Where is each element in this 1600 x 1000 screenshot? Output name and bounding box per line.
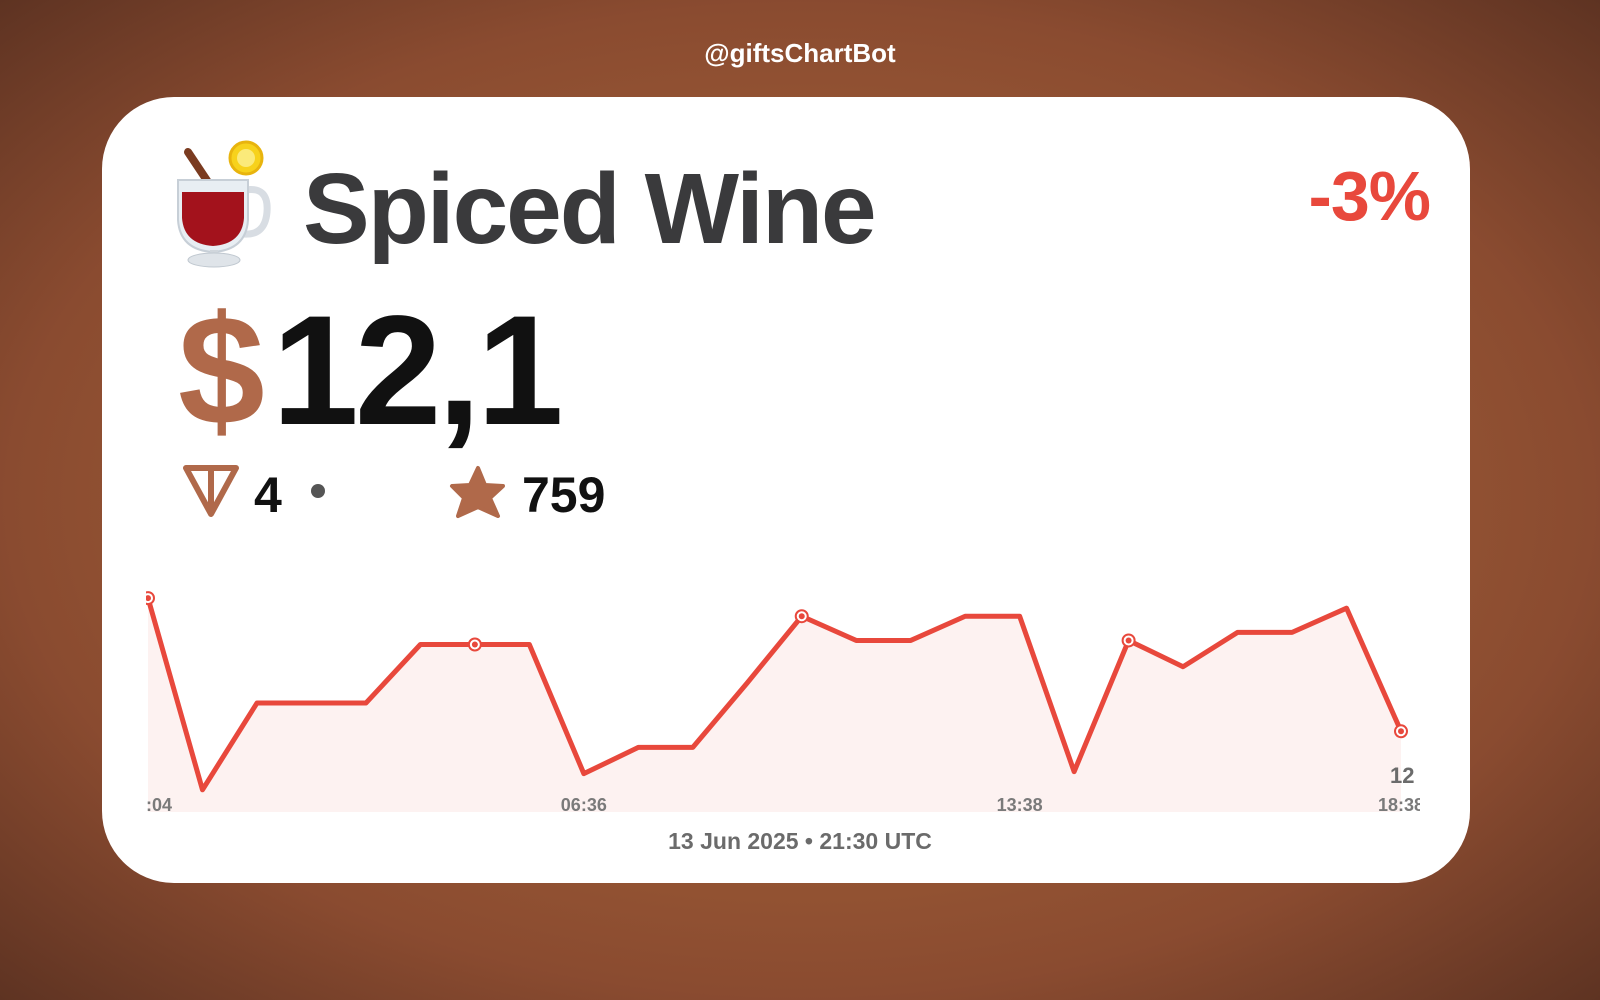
point-dot (1125, 637, 1132, 644)
price-change: -3% (1308, 157, 1431, 235)
point-dot (471, 641, 478, 648)
area (148, 598, 1401, 812)
x-tick-label: 06:36 (561, 795, 607, 815)
stars-price: 759 (522, 467, 606, 523)
x-tick-label: 18:38 (1378, 795, 1424, 815)
wine-icon (177, 140, 271, 268)
point-dot (1398, 728, 1404, 735)
x-tick-label: 13:38 (997, 795, 1043, 815)
line (146, 597, 1404, 793)
dot (311, 484, 325, 498)
plot: :04 06:36 13:38 18:38 12 (146, 591, 1424, 815)
point-dot (146, 595, 151, 602)
date: 13 Jun 2025 • 21:30 UTC (668, 828, 932, 854)
bot-name: @giftsChartBot (704, 38, 896, 68)
currency: $ (178, 284, 265, 458)
star-icon (450, 466, 505, 518)
ton-price: 4 (254, 467, 282, 523)
point-dot (798, 613, 805, 620)
x-tick-label: :04 (146, 795, 172, 815)
price: 12,1 (272, 284, 564, 458)
gift-name: Spiced Wine (303, 153, 877, 265)
annotation: 12 (1390, 763, 1414, 788)
ton-icon (183, 465, 239, 517)
